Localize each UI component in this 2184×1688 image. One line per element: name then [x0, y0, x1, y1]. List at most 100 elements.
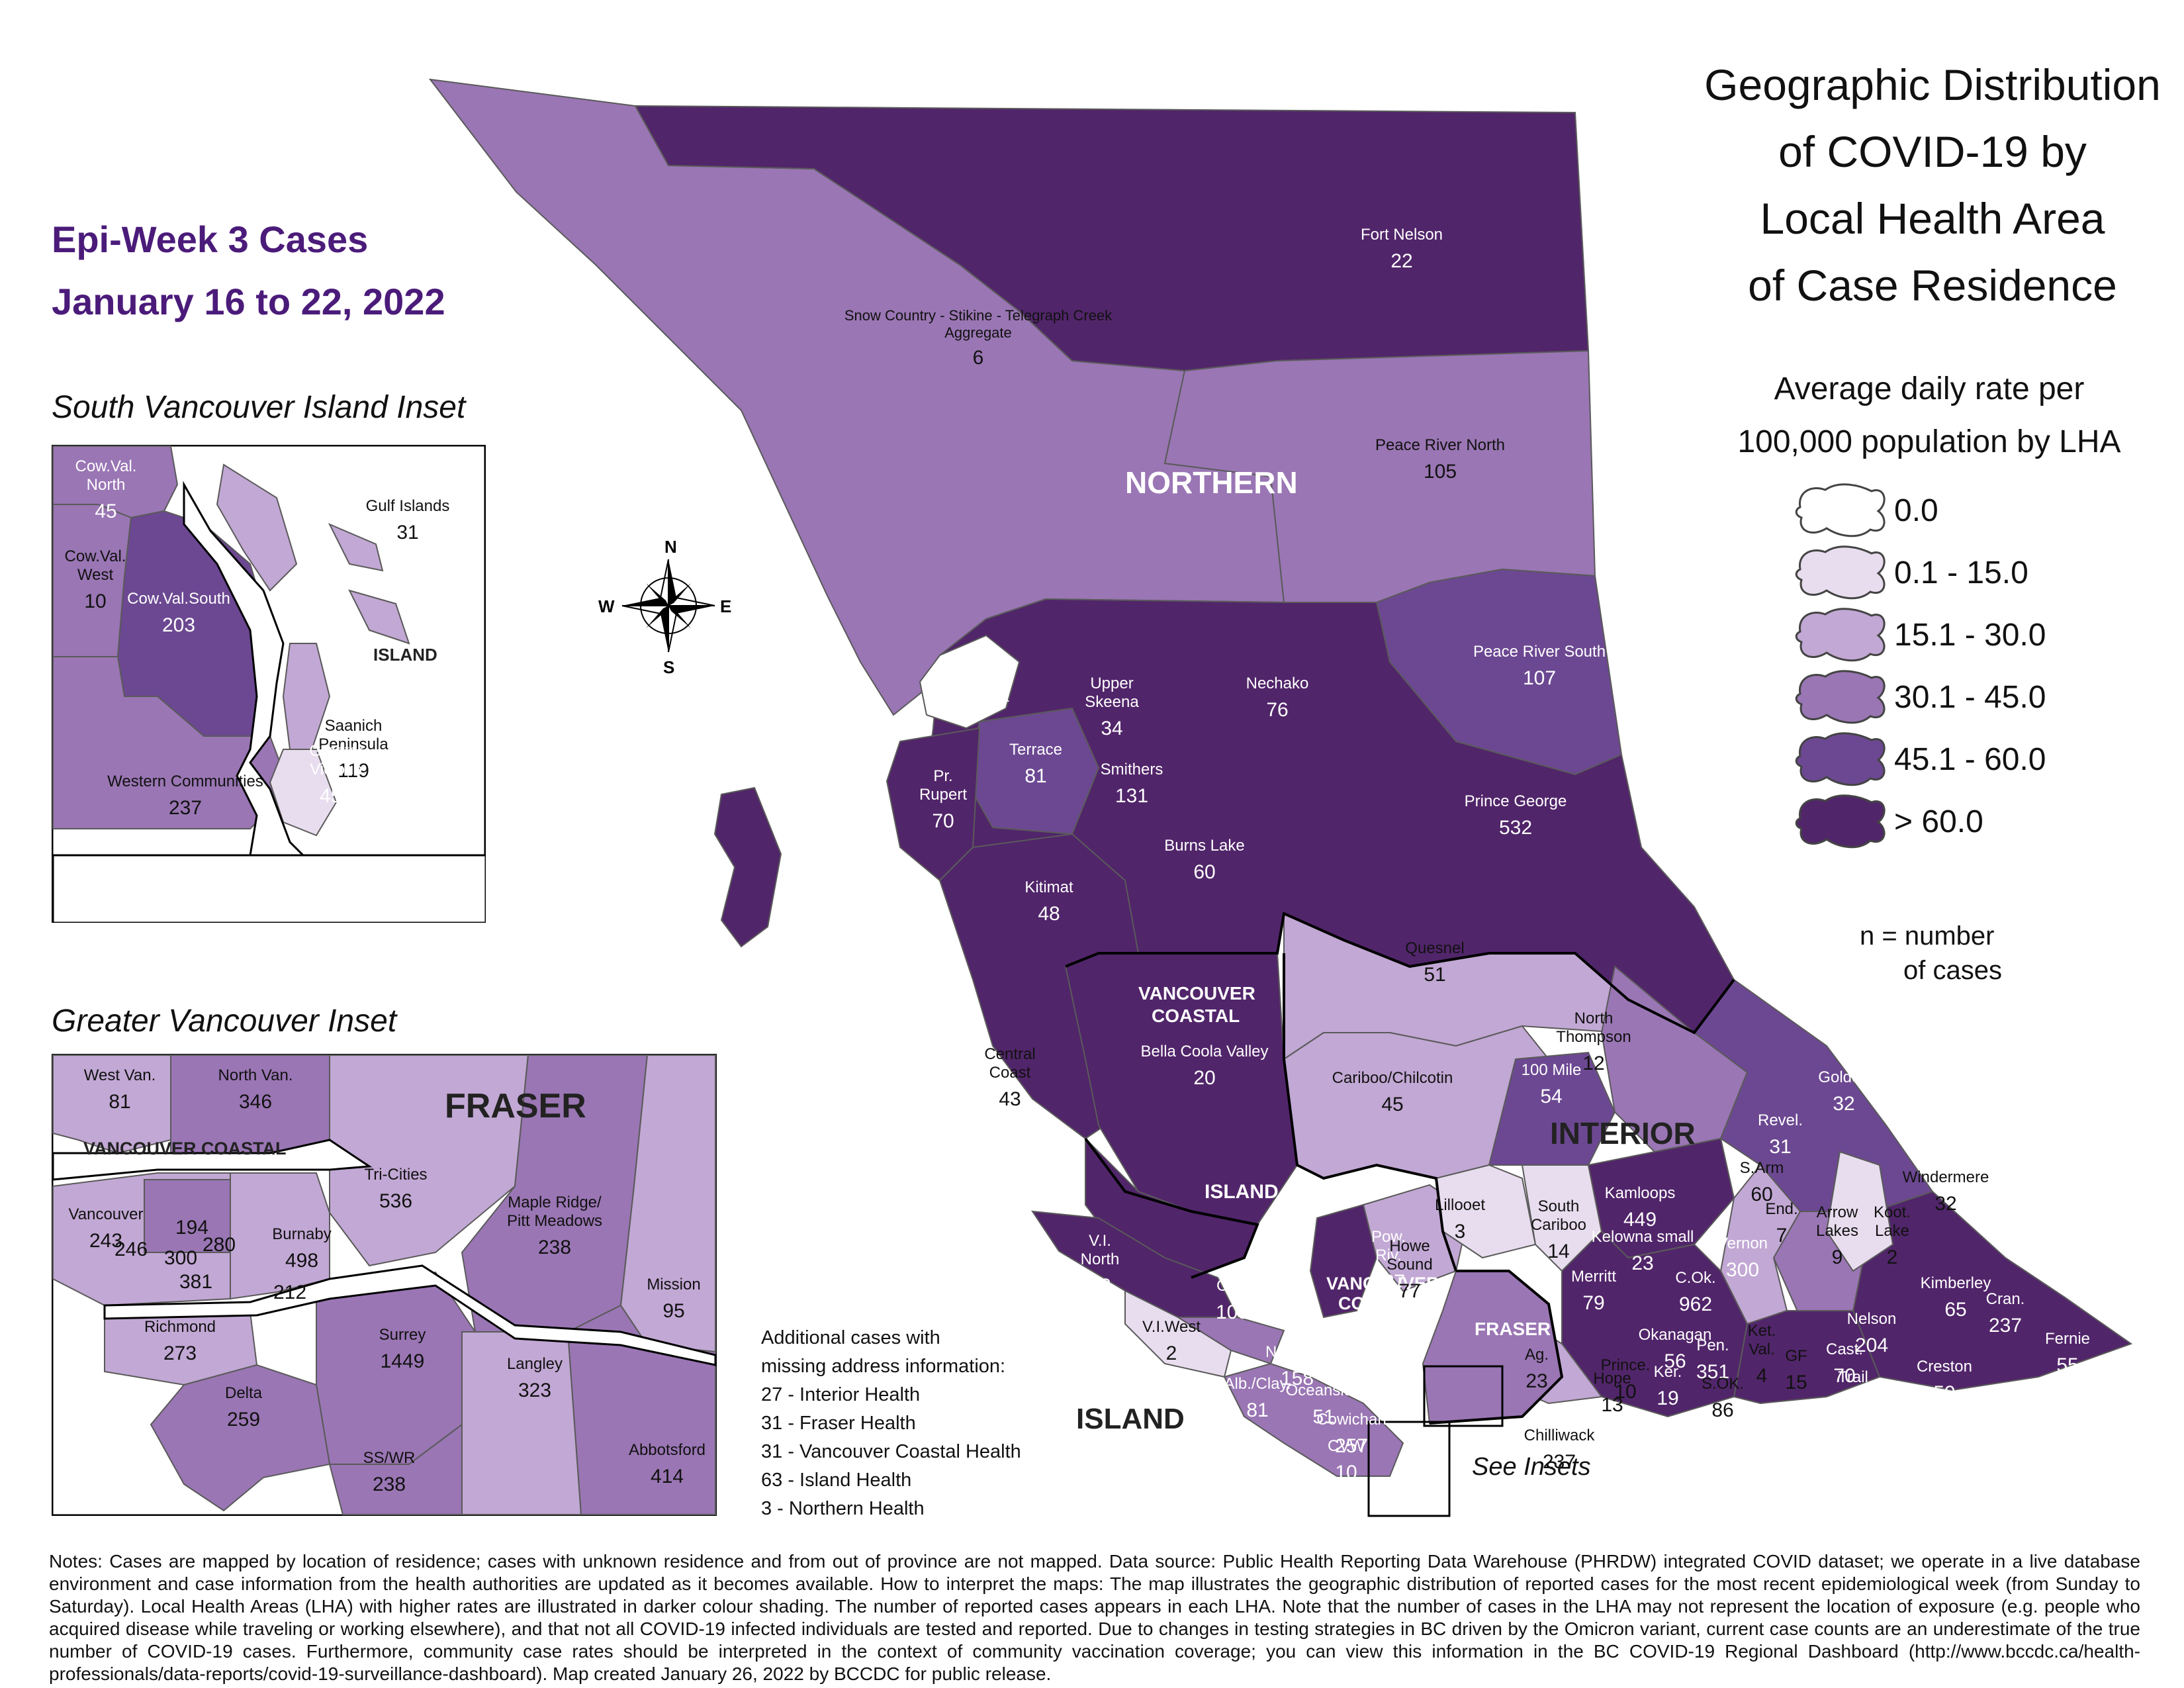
lha-label-name: Vernon: [1717, 1235, 1768, 1252]
lha-label-name: Cariboo: [1531, 1216, 1586, 1234]
lha-label-name: Snow Country - Stikine - Telegraph Creek: [844, 307, 1113, 324]
additional-line: 27 - Interior Health: [761, 1384, 921, 1405]
gv-label-name: Richmond: [144, 1318, 216, 1336]
lha-label-cases: 23: [1525, 1370, 1547, 1392]
lha-label-cases: 51: [1312, 1406, 1334, 1428]
lha-label-name: Ag.: [1525, 1346, 1549, 1364]
lha-kootenay-west: [1733, 1310, 1881, 1405]
sv-label-name: Western Communities: [107, 773, 263, 790]
sv-gulf-islands: [216, 463, 410, 645]
additional-line: 31 - Vancouver Coastal Health: [761, 1441, 1021, 1462]
lha-label-cases: 257: [1335, 1435, 1368, 1457]
lha-label-cases: 51: [1424, 964, 1445, 986]
lha-label-name: Central: [984, 1045, 1035, 1063]
lha-label-name: Smithers: [1101, 761, 1163, 778]
lha-label-name: Bella Coola Valley: [1141, 1043, 1269, 1060]
sv-label-cases: 457: [320, 785, 353, 807]
south-island-inset-title: South Vancouver Island Inset: [52, 390, 466, 425]
lha-label-name: Aggregate: [944, 324, 1012, 341]
legend-subtitle-line: Average daily rate per: [1774, 371, 2085, 406]
lha-label-cases: 55: [2056, 1354, 2078, 1376]
lha-label-cases: 56: [1664, 1350, 1686, 1372]
inset-reference-boxes: [1367, 1365, 1504, 1517]
gv-fraser-water: [103, 1264, 717, 1366]
lha-label-cases: 12: [1582, 1053, 1604, 1074]
greater-vancouver-inset-map: FRASER VANCOUVER COASTAL West Van. 81 Nort…: [52, 1054, 717, 1516]
lha-label-cases: 14: [1547, 1241, 1569, 1262]
compass-s: S: [663, 657, 674, 677]
ha-label-vc-small-line2: COASTAL: [1338, 1293, 1424, 1313]
sv-label-name: Cow.Val.: [75, 457, 137, 475]
additional-line: 3 - Northern Health: [761, 1498, 925, 1519]
gv-label-name: Mission: [647, 1276, 700, 1293]
lha-label-name: Creston: [1917, 1358, 1972, 1376]
lha-label-name: 100 Mile: [1522, 1061, 1582, 1079]
ha-boundary-northern: [1065, 912, 1735, 1035]
gv-label-cases: 498: [285, 1250, 318, 1272]
lha-haida-gwaii: [713, 786, 782, 948]
legend-class-label: > 60.0: [1894, 804, 1983, 839]
lha-label-cases: 45: [1381, 1094, 1403, 1115]
lha-label-cases: 962: [1679, 1293, 1712, 1315]
lha-label-name: Gwaii: [804, 892, 844, 910]
lha-label-name: Golden: [1818, 1068, 1869, 1086]
lha-labels: Fort Nelson 22 Snow Country - Stikine - Te…: [803, 226, 2090, 1483]
gv-label-cases: 323: [518, 1380, 551, 1401]
lha-label-name: Kitimat: [1024, 878, 1073, 896]
gv-label-cases: 212: [273, 1282, 306, 1303]
additional-line: Additional cases with: [761, 1327, 940, 1348]
lha-label-cases: 65: [1944, 1299, 1966, 1321]
sv-island-label: ISLAND: [373, 645, 437, 665]
gv-label-cases: 273: [163, 1342, 197, 1364]
gv-label-name: North Van.: [218, 1066, 293, 1084]
lha-label-name: C.R.: [1216, 1277, 1248, 1295]
lha-label-cases: 79: [1582, 1292, 1604, 1314]
lha-label-name: Okanagan: [1639, 1326, 1712, 1344]
lha-label-cases: 7: [1776, 1225, 1788, 1246]
lha-label-name: Pow.: [1371, 1228, 1406, 1246]
lha-label-cases: 70: [932, 810, 954, 832]
sv-western-communities: [52, 656, 291, 829]
lha-label-cases: 148: [1373, 1349, 1406, 1371]
lha-label-name: Fort Nelson: [1361, 226, 1443, 244]
legend-n-note: n = number of cases: [1860, 919, 2002, 988]
epi-week-dates: January 16 to 22, 2022: [52, 281, 445, 322]
lha-label-cases: 449: [1623, 1209, 1657, 1231]
lha-label-name: Nisga'a: [956, 688, 1009, 706]
ha-boundary-vc: [1283, 953, 1457, 1272]
lha-label-name: Nechako: [1246, 675, 1309, 692]
lha-label-name: Hope: [1593, 1370, 1631, 1387]
lha-label-cases: 15: [1785, 1372, 1807, 1393]
sv-label-cases: 237: [169, 797, 202, 819]
lha-label-name: Val.: [1749, 1340, 1775, 1358]
gv-label-cases: 95: [662, 1300, 684, 1322]
lha-label-cases: 158: [1281, 1368, 1314, 1389]
lha-label-name: Cran.: [1986, 1290, 2025, 1308]
lha-label-cases: 22: [1390, 250, 1412, 272]
lha-label-name: Nelson: [1847, 1310, 1897, 1328]
lha-label-name: Pr.: [933, 767, 952, 785]
island-region: [1030, 1210, 1404, 1477]
title-line: of COVID-19 by: [1778, 127, 2087, 176]
gv-label-cases: 259: [227, 1409, 260, 1430]
lha-label-cases: 300: [1726, 1259, 1759, 1281]
lha-label-cases: 4: [1756, 1365, 1768, 1387]
additional-line: missing address information:: [761, 1356, 1006, 1377]
title-line: Local Health Area: [1760, 194, 2105, 243]
lha-label-name: Pen.: [1696, 1336, 1729, 1354]
ha-label-northern: NORTHERN: [1125, 465, 1298, 500]
lha-label-name: Cowichan: [1316, 1411, 1386, 1429]
lha-label-cases: 103: [1837, 1393, 1870, 1415]
gv-label-cases: 243: [89, 1230, 122, 1252]
lha-label-cases: 70: [1833, 1365, 1855, 1387]
gv-label-name: Abbotsford: [629, 1441, 705, 1459]
sv-label-name: North: [87, 476, 126, 494]
gv-label-cases: 238: [538, 1237, 571, 1258]
lha-label-cases: 20: [1193, 1067, 1215, 1089]
sv-south-water: [52, 854, 486, 923]
sv-label-cases: 10: [84, 590, 106, 612]
inset-box-vancouver: [1423, 1365, 1504, 1427]
